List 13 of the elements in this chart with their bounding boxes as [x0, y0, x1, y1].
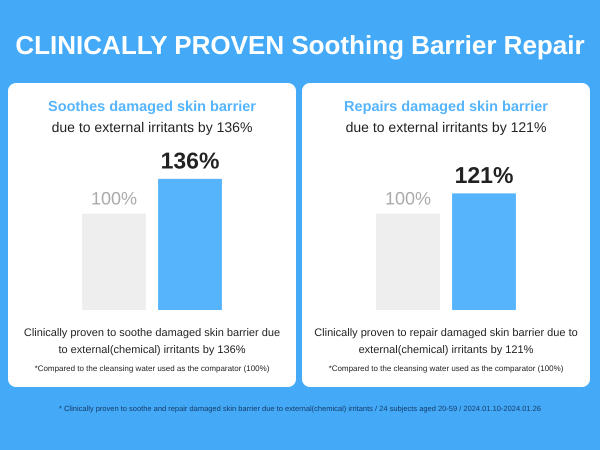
- text: *Compared to the cleansing water used as the comparator (100%): [328, 364, 564, 373]
- text: *Compared to the cleansing water used as the comparator (100%): [34, 364, 270, 373]
- data-label: 136%: [160, 148, 220, 174]
- data-label: 100%: [384, 188, 432, 209]
- data-label: 100%: [90, 188, 138, 209]
- text: CLINICALLY PROVEN Soothing Barrier Repair: [14, 30, 586, 61]
- data-label: 121%: [454, 162, 514, 188]
- chart-title: Repairs damaged skin barrier: [343, 99, 549, 115]
- text: Clinically proven to soothe damaged skin barrier due to external(chemical) irritants by 136%: [22, 326, 282, 358]
- chart-subtitle: due to external irritants by 121%: [344, 119, 548, 135]
- chart-subtitle: due to external irritants by 136%: [50, 119, 254, 135]
- text: Clinically proven to repair damaged skin barrier due to external(chemical) irritants by 121%: [313, 326, 579, 358]
- chart-title: Soothes damaged skin barrier: [47, 99, 257, 115]
